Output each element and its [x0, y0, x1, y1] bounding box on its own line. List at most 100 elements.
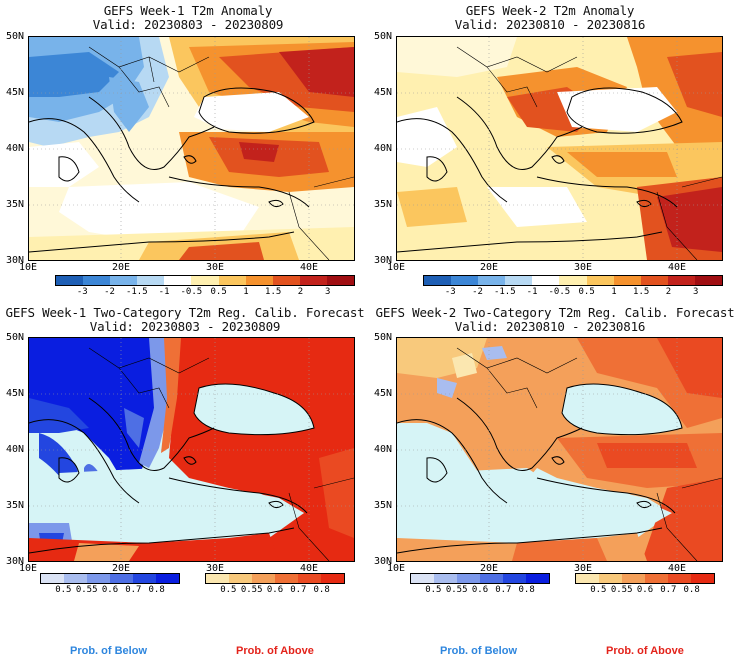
- lon-label: 30E: [573, 563, 593, 574]
- above-colorbar-swatch: [668, 574, 691, 583]
- above-colorbar-swatch: [645, 574, 668, 583]
- anomaly-colorbar-tick-label: -2: [472, 287, 483, 297]
- panel-valid-dates: Valid: 20230803 - 20230809: [89, 319, 281, 334]
- above-colorbar-tick-label: 0.55: [240, 585, 263, 595]
- anomaly-map-graphic: [397, 37, 722, 260]
- anomaly-colorbar: [55, 275, 355, 286]
- below-colorbar-swatch: [526, 574, 549, 583]
- panel-week1-anomaly: GEFS Week-1 T2m Anomaly Valid: 20230803 …: [0, 0, 370, 300]
- above-colorbar-tick-label: 0.55: [610, 585, 633, 595]
- anomaly-colorbar-tick-label: 0.5: [210, 287, 227, 297]
- anomaly-colorbar-tick-label: -1: [526, 287, 538, 297]
- anomaly-colorbar-swatch: [218, 276, 246, 285]
- below-colorbar-tick-label: 0.5: [55, 585, 72, 595]
- lat-label: 35N: [373, 500, 392, 511]
- probability-map-graphic: [397, 338, 722, 561]
- anomaly-colorbar-tick-label: 2: [297, 287, 304, 297]
- panel-week2-probability: GEFS Week-2 Two-Category T2m Reg. Calib.…: [370, 300, 740, 662]
- below-colorbar-tick-label: 0.55: [445, 585, 468, 595]
- lat-label: 30N: [373, 556, 392, 567]
- lat-label: 50N: [373, 31, 392, 42]
- below-colorbar-swatch: [156, 574, 179, 583]
- anomaly-colorbar-tick-label: 0.5: [578, 287, 595, 297]
- anomaly-colorbar-tick-label: 1.5: [633, 287, 650, 297]
- below-colorbar-swatch: [41, 574, 64, 583]
- anomaly-colorbar-swatch: [478, 276, 506, 285]
- above-colorbar-tick-label: 0.7: [290, 585, 307, 595]
- lat-label: 30N: [373, 255, 392, 266]
- anomaly-colorbar-swatch: [272, 276, 300, 285]
- anomaly-colorbar: [423, 275, 723, 286]
- anomaly-colorbar-tick-label: -1.5: [125, 287, 148, 297]
- above-colorbar-swatch: [252, 574, 275, 583]
- lat-label: 45N: [373, 87, 392, 98]
- lon-label: 30E: [205, 563, 225, 574]
- lat-label: 30N: [5, 255, 24, 266]
- anomaly-colorbar-swatch: [191, 276, 219, 285]
- above-colorbar-tick-label: 0.6: [636, 585, 654, 595]
- lon-label: 10E: [18, 262, 38, 273]
- anomaly-colorbar-swatch: [56, 276, 84, 285]
- anomaly-map-graphic: [29, 37, 354, 260]
- below-colorbar-swatch: [434, 574, 457, 583]
- anomaly-colorbar-swatch: [110, 276, 138, 285]
- lon-label: 10E: [18, 563, 38, 574]
- above-colorbar-tick-label: 0.8: [683, 585, 700, 595]
- above-colorbar-tick-label: 0.5: [220, 585, 237, 595]
- anomaly-colorbar-swatch: [640, 276, 668, 285]
- anomaly-colorbar-labels: -3 -2 -1.5 -1 -0.5 0.5 1 1.5 2 3: [55, 287, 355, 299]
- anomaly-colorbar-tick-label: -0.5: [180, 287, 203, 297]
- below-colorbar: [410, 573, 550, 584]
- panel-valid-dates: Valid: 20230803 - 20230809: [92, 17, 284, 32]
- below-colorbar-labels: 0.5 0.55 0.6 0.7 0.8: [40, 585, 180, 597]
- lat-label: 45N: [5, 87, 24, 98]
- below-colorbar-swatch: [64, 574, 87, 583]
- above-colorbar-tick-label: 0.5: [590, 585, 607, 595]
- lat-label: 50N: [5, 332, 24, 343]
- lat-label: 40N: [5, 143, 24, 154]
- above-colorbar-swatch: [206, 574, 229, 583]
- lat-label: 50N: [5, 31, 24, 42]
- panel-title: GEFS Week-2 Two-Category T2m Reg. Calib.…: [375, 305, 735, 320]
- anomaly-colorbar-tick-label: 3: [693, 287, 699, 297]
- lon-label: 20E: [111, 262, 131, 273]
- above-colorbar-swatch: [298, 574, 321, 583]
- anomaly-colorbar-swatch: [299, 276, 327, 285]
- below-colorbar-swatch: [480, 574, 503, 583]
- lat-label: 40N: [373, 444, 392, 455]
- below-colorbar-tick-label: 0.7: [125, 585, 142, 595]
- panel-title: GEFS Week-1 T2m Anomaly: [103, 3, 273, 18]
- above-colorbar-swatch: [599, 574, 622, 583]
- above-colorbar-swatch: [691, 574, 714, 583]
- anomaly-colorbar-swatch: [667, 276, 695, 285]
- above-colorbar-tick-label: 0.8: [313, 585, 330, 595]
- below-colorbar-swatch: [411, 574, 434, 583]
- lat-label: 45N: [5, 388, 24, 399]
- below-colorbar-tick-label: 0.7: [495, 585, 512, 595]
- prob-above-label: Prob. of Above: [236, 645, 314, 657]
- prob-below-label: Prob. of Below: [440, 645, 517, 657]
- anomaly-colorbar-tick-label: 1.5: [265, 287, 282, 297]
- below-colorbar-swatch: [87, 574, 110, 583]
- lon-label: 40E: [299, 563, 319, 574]
- below-colorbar-swatch: [503, 574, 526, 583]
- anomaly-colorbar-swatch: [83, 276, 111, 285]
- panel-week2-anomaly: GEFS Week-2 T2m Anomaly Valid: 20230810 …: [370, 0, 740, 300]
- anomaly-colorbar-swatch: [451, 276, 479, 285]
- probability-map-graphic: [29, 338, 354, 561]
- anomaly-colorbar-swatch: [164, 276, 192, 285]
- above-colorbar-swatch: [275, 574, 298, 583]
- probability-map: [396, 337, 723, 562]
- anomaly-colorbar-tick-label: 1: [243, 287, 249, 297]
- anomaly-colorbar-tick-label: -1: [158, 287, 170, 297]
- lon-label: 20E: [479, 262, 499, 273]
- lat-label: 45N: [373, 388, 392, 399]
- lat-label: 35N: [373, 199, 392, 210]
- lon-label: 40E: [667, 262, 687, 273]
- lon-label: 10E: [386, 563, 406, 574]
- lat-label: 50N: [373, 332, 392, 343]
- below-colorbar-tick-label: 0.6: [471, 585, 489, 595]
- anomaly-colorbar-labels: -3 -2 -1.5 -1 -0.5 0.5 1 1.5 2 3: [423, 287, 723, 299]
- above-colorbar: [575, 573, 715, 584]
- panel-title: GEFS Week-2 T2m Anomaly: [465, 3, 635, 18]
